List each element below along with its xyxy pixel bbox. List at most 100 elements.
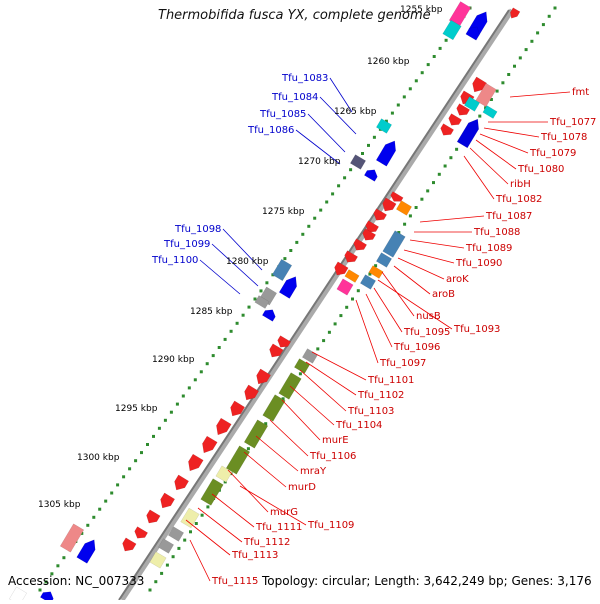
tick-mark-inner: [390, 111, 394, 115]
tick-mark-outer: [322, 339, 326, 343]
tick-mark-inner: [361, 152, 364, 155]
forward-gene-label: Tfu_1098: [174, 224, 221, 235]
reverse-leader-line: [403, 249, 455, 264]
forward-gene-mark: [442, 19, 462, 41]
reverse-leader-line: [255, 435, 299, 472]
reverse-leader-line: [355, 299, 379, 364]
tick-mark-inner: [110, 491, 114, 495]
reverse-gene-bar: [167, 526, 185, 542]
kbp-label: 1280 kbp: [226, 257, 269, 267]
reverse-gene-mark: [456, 103, 471, 116]
reverse-gene-mark: [244, 384, 260, 401]
reverse-gene-label: Tfu_1077: [549, 117, 596, 128]
reverse-gene-label: Tfu_1115: [211, 576, 258, 587]
tick-mark-outer: [171, 555, 175, 559]
tick-mark-inner: [229, 329, 233, 333]
topology-info-label: Topology: circular; Length: 3,642,249 bp…: [262, 574, 592, 588]
reverse-leader-line: [373, 287, 403, 333]
tick-mark-inner: [241, 313, 245, 317]
tick-mark-inner: [181, 394, 185, 398]
tick-mark-inner: [253, 297, 257, 301]
tick-mark-inner: [62, 556, 66, 560]
forward-gene-label: Tfu_1099: [163, 239, 210, 250]
tick-mark-outer: [478, 114, 482, 118]
reverse-gene-label: Tfu_1087: [485, 211, 532, 222]
tick-mark-inner: [438, 46, 442, 50]
map-title: Thermobifida fusca YX, complete genome: [158, 8, 431, 23]
tick-mark-inner: [44, 580, 48, 584]
reverse-gene-bar: [262, 394, 286, 422]
reverse-gene-label: Tfu_1088: [473, 227, 520, 238]
tick-mark-inner: [38, 588, 42, 592]
reverse-gene-bar: [243, 419, 269, 449]
tick-mark-inner: [307, 224, 311, 228]
tick-mark-inner: [98, 507, 102, 511]
reverse-leader-line: [239, 485, 307, 526]
tick-mark-inner: [444, 38, 448, 42]
reverse-leader-line: [475, 139, 517, 170]
tick-mark-inner: [211, 354, 215, 358]
reverse-gene-mark: [362, 228, 377, 241]
tick-mark-inner: [205, 362, 209, 366]
forward-gene-label: Tfu_1083: [281, 73, 328, 84]
tick-mark-inner: [408, 87, 412, 91]
tick-mark-outer: [351, 297, 354, 301]
reverse-gene-mark: [336, 278, 354, 296]
tick-mark-outer: [368, 272, 372, 276]
backbone-line-inner: [118, 9, 510, 601]
tick-mark-outer: [264, 422, 268, 426]
tick-mark-inner: [414, 79, 418, 83]
reverse-gene-label: Tfu_1090: [455, 258, 502, 269]
reverse-gene-label: fmt: [572, 87, 589, 98]
reverse-gene-label: murE: [322, 435, 349, 446]
tick-mark-inner: [169, 410, 173, 414]
tick-mark-outer: [397, 231, 401, 234]
forward-leader-line: [329, 77, 353, 113]
tick-mark-outer: [530, 39, 534, 43]
reverse-gene-label: Tfu_1109: [307, 520, 354, 531]
tick-mark-outer: [489, 98, 493, 101]
reverse-gene-label: Tfu_1103: [347, 406, 394, 417]
reverse-leader-line: [463, 155, 495, 200]
tick-mark-inner: [313, 216, 317, 220]
tick-mark-outer: [432, 181, 435, 185]
tick-mark-outer: [443, 164, 447, 168]
reverse-gene-label: Tfu_1101: [367, 375, 414, 386]
tick-mark-outer: [189, 530, 192, 534]
kbp-label: 1295 kbp: [115, 404, 158, 414]
forward-gene-mark: [261, 309, 276, 322]
tick-mark-outer: [246, 447, 250, 451]
tick-mark-inner: [259, 289, 263, 293]
reverse-leader-line: [281, 399, 321, 441]
kbp-label: 1305 kbp: [38, 500, 81, 510]
reverse-leader-line: [365, 293, 393, 348]
tick-mark-inner: [265, 281, 269, 285]
forward-gene-mark: [8, 586, 28, 604]
forward-gene-mark: [76, 539, 96, 564]
tick-mark-inner: [426, 63, 430, 67]
tick-mark-outer: [374, 264, 378, 268]
kbp-label: 1270 kbp: [298, 157, 341, 167]
tick-mark-inner: [122, 475, 126, 479]
reverse-leader-line: [381, 271, 415, 317]
tick-mark-outer: [536, 31, 540, 35]
tick-mark-outer: [414, 206, 418, 209]
tick-mark-outer: [518, 56, 522, 60]
tick-mark-outer: [345, 305, 349, 309]
reverse-gene-mark: [134, 526, 149, 539]
tick-mark-outer: [356, 289, 360, 293]
reverse-gene-mark: [269, 343, 284, 358]
tick-mark-outer: [339, 314, 343, 318]
reverse-gene-mark: [230, 400, 246, 417]
label-leader-lines: [185, 77, 571, 582]
reverse-gene-mark: [256, 368, 272, 385]
tick-mark-inner: [343, 176, 347, 180]
reverse-gene-label: Tfu_1080: [517, 164, 564, 175]
tick-mark-inner: [80, 531, 84, 535]
reverse-gene-label: murD: [288, 482, 316, 493]
tick-mark-inner: [86, 523, 90, 527]
reverse-leader-line: [289, 385, 335, 426]
tick-mark-inner: [235, 321, 239, 325]
reverse-gene-label: aroK: [446, 274, 469, 285]
tick-mark-inner: [402, 95, 406, 99]
